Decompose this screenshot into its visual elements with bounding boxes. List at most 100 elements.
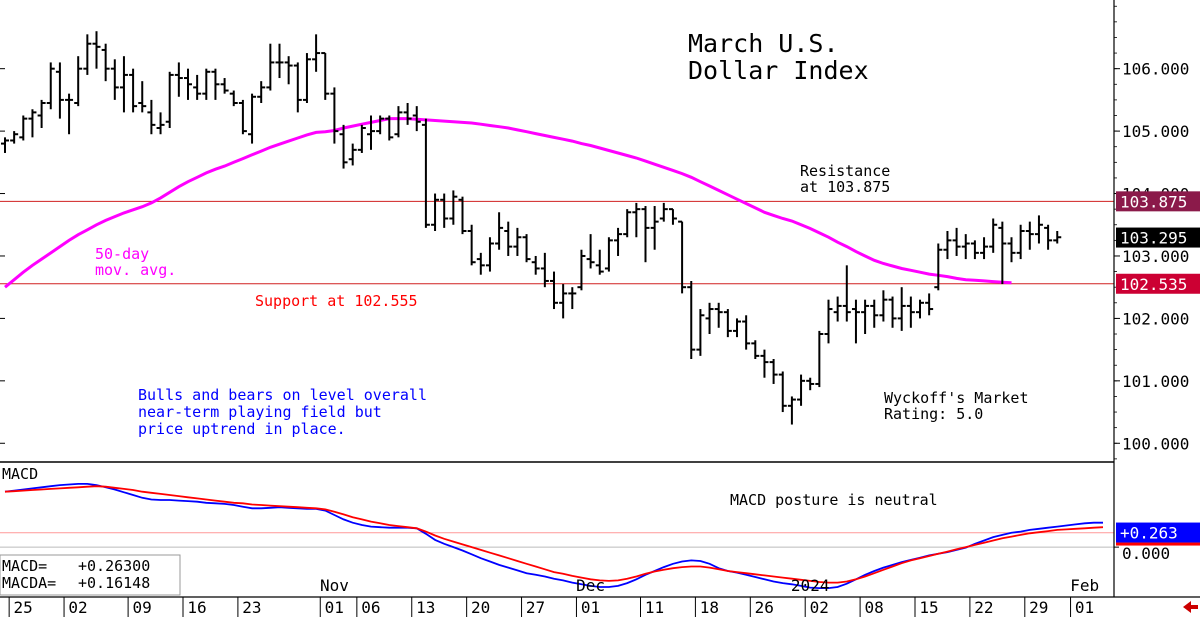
ohlc-bar bbox=[696, 309, 705, 356]
ohlc-bar bbox=[83, 34, 92, 75]
ohlc-bar bbox=[787, 396, 796, 425]
macd-tick-label: 0.000 bbox=[1122, 544, 1170, 563]
ohlc-bar bbox=[705, 302, 714, 335]
ohlc-bar bbox=[266, 43, 275, 91]
ohlc-bar bbox=[202, 68, 211, 100]
price-bars bbox=[1, 31, 1062, 425]
macda-readout-label: MACDA= bbox=[2, 574, 56, 592]
ohlc-bar bbox=[138, 81, 147, 113]
ohlc-bar bbox=[174, 62, 183, 97]
month-label: Nov bbox=[320, 576, 349, 595]
ohlc-bar bbox=[650, 206, 659, 250]
last-price-tag-bg bbox=[1116, 227, 1200, 248]
ohlc-bar bbox=[970, 240, 979, 260]
support-resistance-lines bbox=[0, 200, 1114, 285]
ohlc-bar bbox=[220, 78, 229, 94]
ohlc-bar bbox=[504, 221, 513, 256]
macd-readout-box bbox=[0, 554, 181, 596]
resistance-tag-bg bbox=[1116, 191, 1200, 212]
ohlc-bar bbox=[357, 124, 366, 153]
x-tick-label: 13 bbox=[416, 598, 435, 617]
resistance-annotation: Resistance at 103.875 bbox=[800, 162, 890, 196]
ohlc-bar bbox=[632, 202, 641, 238]
ohlc-bar bbox=[934, 243, 943, 291]
ohlc-bar bbox=[824, 299, 833, 344]
ohlc-bar bbox=[376, 115, 385, 135]
ohlc-bar bbox=[293, 62, 302, 113]
macd-readout-label: MACD= bbox=[2, 557, 47, 575]
support-tag-label: 102.535 bbox=[1120, 275, 1187, 294]
chart-text: March U.S. Dollar Index Resistance at 103.8… bbox=[0, 29, 1029, 596]
ohlc-bar bbox=[714, 302, 723, 328]
ohlc-bar bbox=[952, 227, 961, 256]
ohlc-bar bbox=[742, 315, 751, 350]
ohlc-bar bbox=[659, 202, 668, 222]
commentary-text: Bulls and bears on level overall near-ter… bbox=[138, 386, 427, 438]
ohlc-bar bbox=[339, 124, 348, 169]
ohlc-bar bbox=[1053, 231, 1062, 244]
ohlc-bar bbox=[1034, 215, 1043, 244]
x-tick-label: 22 bbox=[974, 598, 993, 617]
macd-signal-line bbox=[4, 485, 1104, 584]
x-tick-label: 26 bbox=[755, 598, 774, 617]
ohlc-bar bbox=[989, 218, 998, 253]
ohlc-bar bbox=[330, 87, 339, 144]
ohlc-bar bbox=[46, 62, 55, 110]
ohlc-bar bbox=[943, 231, 952, 260]
ohlc-bar bbox=[797, 374, 806, 406]
ohlc-bar bbox=[92, 31, 101, 69]
ohlc-bar bbox=[28, 109, 37, 138]
x-tick-label: 27 bbox=[526, 598, 545, 617]
support-annotation: Support at 102.555 bbox=[255, 292, 418, 310]
ohlc-bar bbox=[449, 190, 458, 225]
ohlc-bar bbox=[1, 137, 9, 153]
ohlc-bar bbox=[101, 43, 110, 82]
ohlc-bar bbox=[321, 52, 330, 100]
macd-title: MACD bbox=[2, 465, 38, 483]
x-tick-label: 01 bbox=[581, 598, 600, 617]
ohlc-bar bbox=[302, 53, 311, 104]
y-tick-label: 105.000 bbox=[1122, 122, 1189, 141]
x-tick-label: 18 bbox=[700, 598, 719, 617]
ohlc-bar bbox=[129, 68, 138, 113]
ohlc-bar bbox=[257, 81, 266, 104]
ohlc-bar bbox=[842, 265, 851, 322]
ohlc-bar bbox=[568, 287, 577, 310]
ohlc-bar bbox=[10, 131, 19, 144]
ohlc-bar bbox=[916, 299, 924, 319]
ohlc-bar bbox=[861, 299, 870, 335]
x-tick-label: 02 bbox=[810, 598, 829, 617]
ohlc-bar bbox=[550, 271, 558, 310]
x-tick-label: 15 bbox=[919, 598, 938, 617]
ohlc-bar bbox=[769, 358, 778, 384]
ohlc-bar bbox=[1007, 237, 1016, 263]
ohlc-bar bbox=[394, 106, 403, 138]
ohlc-bar bbox=[74, 56, 83, 107]
ohlc-bar bbox=[156, 112, 165, 135]
ohlc-bar bbox=[815, 330, 824, 388]
ohlc-bar bbox=[1016, 224, 1025, 260]
y-tick-label: 100.000 bbox=[1122, 434, 1189, 453]
macd-layer bbox=[0, 483, 1114, 589]
ohlc-bar bbox=[412, 106, 421, 132]
ohlc-bar bbox=[37, 99, 46, 128]
ohlc-bar bbox=[906, 296, 915, 328]
ohlc-bar bbox=[870, 299, 879, 328]
ohlc-bar bbox=[485, 237, 494, 272]
left-arrow-icon[interactable] bbox=[1183, 601, 1198, 613]
ohlc-bar bbox=[980, 237, 989, 260]
ohlc-bar bbox=[851, 299, 860, 344]
ohlc-bar bbox=[879, 290, 888, 322]
ohlc-bar bbox=[184, 68, 192, 100]
month-label: Dec bbox=[576, 576, 605, 595]
ohlc-bar bbox=[806, 377, 815, 391]
ohlc-bar bbox=[760, 349, 769, 378]
ohlc-bar bbox=[284, 56, 293, 85]
x-tick-label: 11 bbox=[645, 598, 664, 617]
ohlc-bar bbox=[559, 284, 568, 319]
x-tick-label: 23 bbox=[242, 598, 261, 617]
ohlc-bar bbox=[211, 68, 220, 100]
ohlc-bar bbox=[147, 99, 156, 135]
ohlc-bar bbox=[65, 93, 74, 135]
